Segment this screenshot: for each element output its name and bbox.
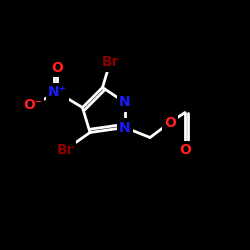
Text: O: O — [179, 143, 191, 157]
Text: O: O — [164, 116, 176, 130]
Text: Br: Br — [56, 143, 74, 157]
Text: N⁺: N⁺ — [48, 86, 67, 100]
Text: Br: Br — [101, 56, 119, 70]
Text: O: O — [52, 60, 64, 74]
Text: O⁻: O⁻ — [23, 98, 42, 112]
Text: N: N — [119, 96, 131, 110]
Text: N: N — [119, 120, 131, 134]
